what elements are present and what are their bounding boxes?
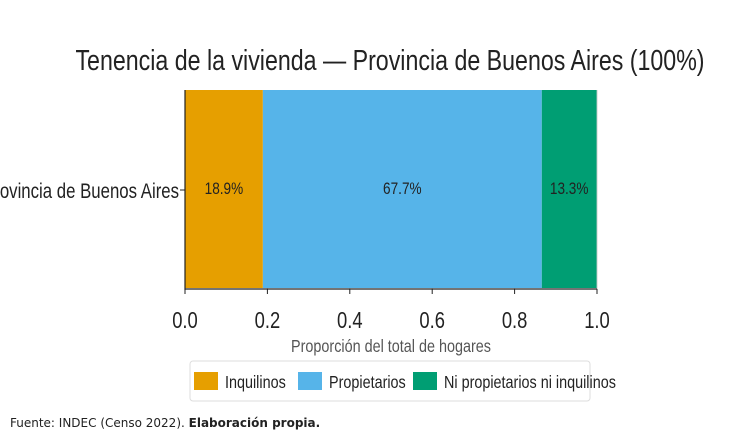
legend-swatch (413, 372, 437, 390)
legend-label: Ni propietarios ni inquilinos (444, 373, 616, 393)
x-tick-label: 0.2 (255, 308, 281, 333)
x-tick-label: 0.4 (337, 308, 363, 333)
x-tick-label: 0.6 (419, 308, 445, 333)
bar-propietarios (262, 90, 542, 288)
data-label: 18.9% (205, 180, 244, 199)
x-tick-label: 0.8 (502, 308, 528, 333)
data-label: 67.7% (383, 180, 422, 199)
x-tick-label: 1.0 (584, 308, 610, 333)
bar-inquilinos (185, 90, 263, 288)
legend-swatch (194, 372, 218, 390)
legend (189, 360, 591, 402)
x-axis-label: Proporción del total de hogares (291, 337, 491, 357)
legend-swatch (298, 372, 322, 390)
bar-ni-propietarios-ni-inquilinos (541, 90, 597, 288)
x-tick-label: 0.0 (172, 308, 198, 333)
legend-label: Propietarios (329, 373, 406, 393)
data-label: 13.3% (550, 180, 589, 199)
note-text: Elaboración propia. (188, 416, 321, 430)
legend-label: Inquilinos (225, 373, 286, 393)
stacked-bar-chart: Tenencia de la vivienda — Provincia de B… (0, 43, 705, 402)
source-text: Fuente: INDEC (Censo 2022). (10, 416, 185, 430)
chart-title: Tenencia de la vivienda — Provincia de B… (75, 43, 704, 76)
source-footer: Fuente: INDEC (Censo 2022). Elaboración … (10, 416, 320, 430)
y-tick-label: Provincia de Buenos Aires (0, 180, 179, 203)
